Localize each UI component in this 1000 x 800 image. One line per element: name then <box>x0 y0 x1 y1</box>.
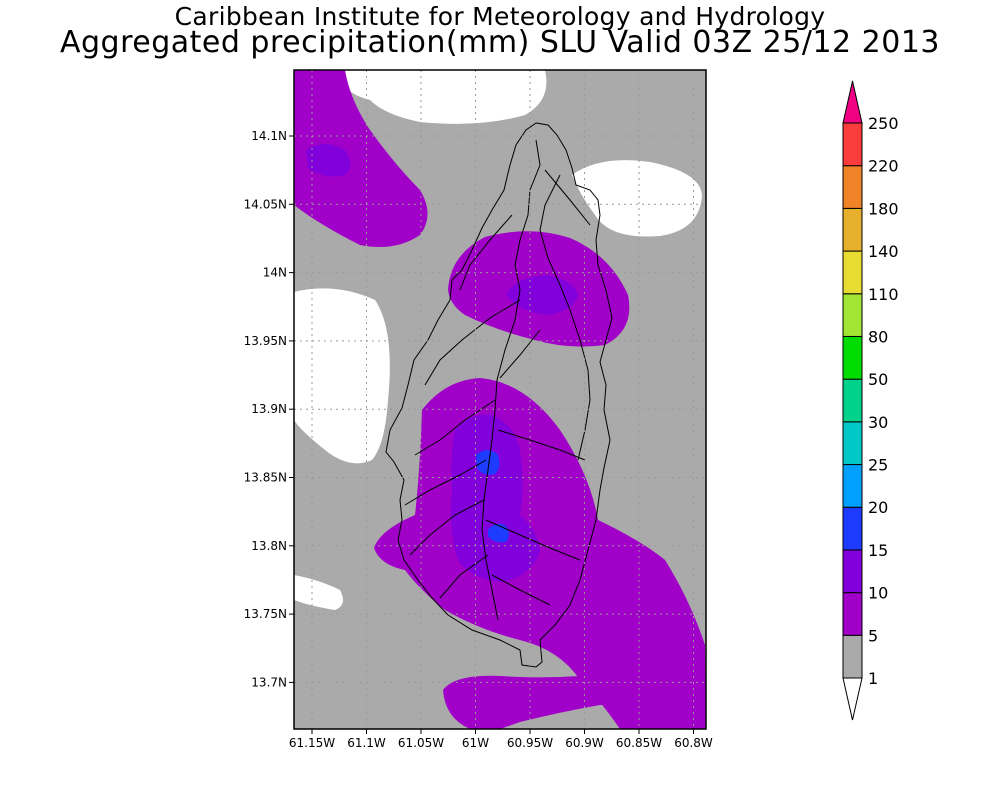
map-frame <box>293 69 707 730</box>
colorbar-swatch <box>842 634 863 679</box>
colorbar-swatch <box>842 250 863 295</box>
colorbar-label: 1 <box>868 669 878 688</box>
island-outline-saint-lucia <box>385 122 613 668</box>
colorbar-swatch <box>842 293 863 337</box>
lat-tick-label: 13.85N <box>244 471 287 485</box>
precip-area-core-south <box>450 414 540 582</box>
lat-tick-label: 14N <box>263 266 287 280</box>
precip-area-northwest <box>294 70 428 248</box>
map-gridlines <box>294 70 706 729</box>
colorbar-label: 220 <box>868 157 899 176</box>
lat-tick-label: 13.9N <box>251 402 287 416</box>
colorbar-label: 30 <box>868 413 888 432</box>
lat-tick-label: 13.8N <box>251 539 287 553</box>
precip-peak-south <box>488 523 509 543</box>
colorbar-swatch <box>842 335 863 380</box>
lat-tick-label: 13.75N <box>244 607 287 621</box>
colorbar-label: 25 <box>868 456 888 475</box>
latitude-axis: 14.1N 14.05N 14N 13.95N 13.9N 13.85N 13.8N 13.7… <box>244 129 294 689</box>
longitude-axis: 61.15W 61.1W 61.05W 61W 60.95W 60.9W 60.85W 60.… <box>289 729 713 750</box>
lat-tick-label: 14.1N <box>251 129 287 143</box>
title-line-2: Aggregated precipitation(mm) SLU Valid 0… <box>59 25 941 60</box>
no-rain-area-west <box>294 288 390 464</box>
colorbar-swatch <box>842 207 863 252</box>
no-rain-area-northeast <box>572 160 702 237</box>
lon-tick-label: 60.85W <box>616 736 662 750</box>
precip-band-15-20mm <box>476 450 509 543</box>
precip-area-far-south <box>443 672 659 729</box>
colorbar-label: 15 <box>868 541 888 560</box>
title-line-1: Caribbean Institute for Meteorology and … <box>174 2 826 31</box>
colorbar-label: 5 <box>868 626 878 645</box>
no-rain-areas <box>294 70 702 610</box>
precip-area-core-northwest <box>306 144 351 177</box>
lat-tick-label: 13.95N <box>244 334 287 348</box>
lon-tick-label: 61.1W <box>347 736 386 750</box>
colorbar-swatch <box>842 421 863 466</box>
lat-tick-label: 14.05N <box>244 197 287 211</box>
colorbar-swatch <box>842 165 863 209</box>
colorbar-swatch <box>842 122 863 167</box>
precip-peak-central <box>476 450 500 475</box>
colorbar-label: 250 <box>868 114 899 133</box>
colorbar-swatch <box>842 464 863 508</box>
colorbar-label: 110 <box>868 285 899 304</box>
colorbar-label: 20 <box>868 498 888 517</box>
colorbar-over-arrow <box>842 80 863 124</box>
colorbar-swatch <box>842 506 863 551</box>
colorbar-swatch <box>842 549 863 594</box>
colorbar-swatch <box>842 378 863 423</box>
no-rain-area-north <box>340 70 547 124</box>
lon-tick-label: 61.15W <box>289 736 335 750</box>
lon-tick-label: 60.9W <box>565 736 604 750</box>
colorbar-label: 140 <box>868 242 899 261</box>
colorbar-label: 180 <box>868 199 899 218</box>
colorbar-under-arrow <box>842 677 863 721</box>
colorbar-label: 80 <box>868 327 888 346</box>
lon-tick-label: 60.8W <box>674 736 713 750</box>
lat-tick-label: 13.7N <box>251 675 287 689</box>
precipitation-map <box>294 70 706 729</box>
no-rain-area-southwest <box>294 575 344 610</box>
lon-tick-label: 61.05W <box>398 736 444 750</box>
lon-tick-label: 61W <box>462 736 489 750</box>
colorbar-swatch <box>842 592 863 636</box>
colorbar-label: 50 <box>868 370 888 389</box>
lon-tick-label: 60.95W <box>507 736 553 750</box>
colorbar-label: 10 <box>868 584 888 603</box>
